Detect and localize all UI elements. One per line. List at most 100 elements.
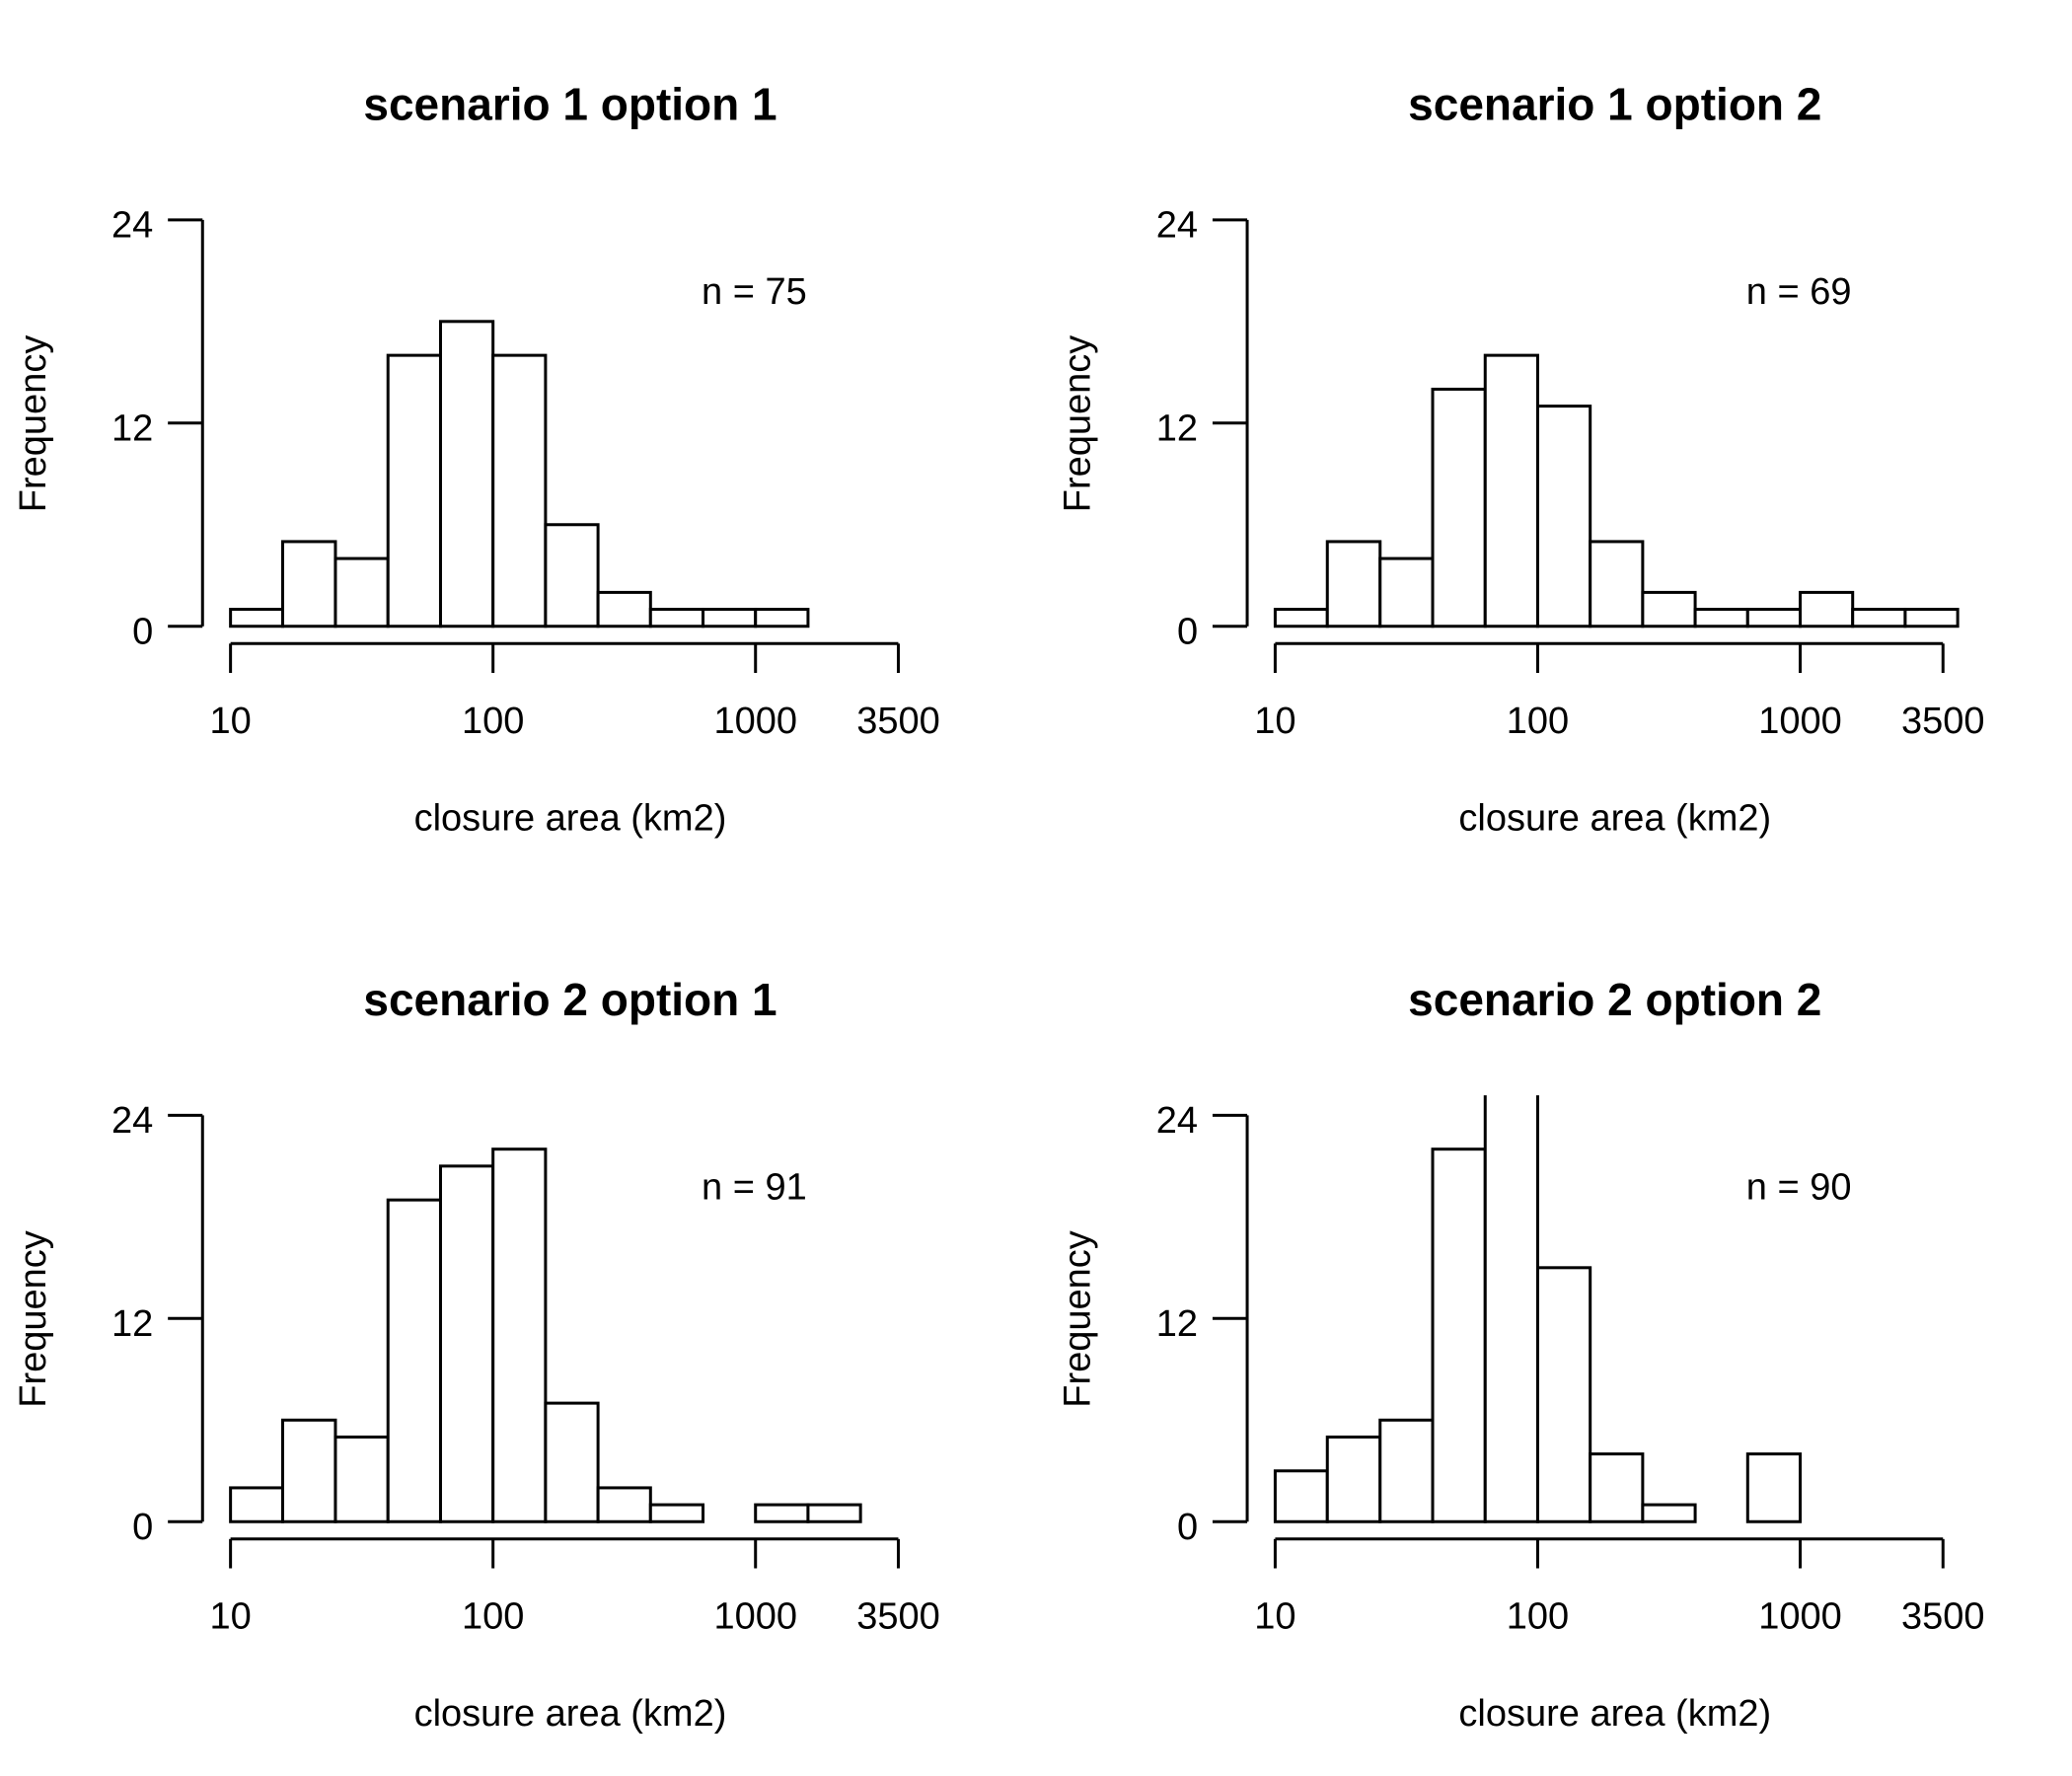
histogram-bar (280, 1418, 337, 1523)
histogram-bar (1745, 1452, 1803, 1523)
chart-title: scenario 2 option 2 (1408, 974, 1821, 1025)
x-tick-label: 10 (1254, 1595, 1295, 1637)
histogram-bar (648, 608, 705, 629)
histogram-bar (1431, 1147, 1487, 1523)
bars (229, 1147, 862, 1523)
histogram-bar (1535, 405, 1592, 629)
histogram-bar (754, 1503, 810, 1523)
histogram-bar (1273, 1469, 1329, 1523)
x-tick-label: 100 (1507, 701, 1569, 742)
bars (1273, 1095, 1803, 1523)
histogram-bar (438, 1164, 495, 1523)
y-tick-label: 0 (1177, 1507, 1198, 1548)
histogram-panel: scenario 2 option 2 0 12 24 Frequency 10 100 10… (1058, 974, 1985, 1735)
x-tick-label: 1000 (713, 701, 797, 742)
bars (1273, 353, 1960, 629)
x-tick-label: 3500 (856, 701, 940, 742)
y-axis: 0 12 24 Frequency (1058, 1100, 1249, 1548)
histogram-bar (1273, 608, 1329, 629)
x-tick-label: 100 (1507, 1595, 1569, 1637)
histogram-bar (1641, 1503, 1697, 1523)
histogram-bar (1799, 590, 1855, 629)
histogram-bar (333, 1435, 390, 1523)
histogram-bar (438, 320, 495, 629)
x-axis: 10 100 1000 3500 closure area (km2) (1254, 641, 1985, 839)
histogram-bar (280, 540, 337, 629)
histogram-bar (1903, 608, 1960, 629)
x-axis-label: closure area (km2) (414, 1693, 727, 1735)
x-axis: 10 100 1000 3500 closure area (km2) (1254, 1537, 1985, 1735)
y-tick-label: 24 (1156, 1100, 1198, 1142)
sample-size-annotation: n = 75 (702, 271, 807, 313)
histogram-bar (1378, 556, 1435, 629)
y-axis: 0 12 24 Frequency (1058, 204, 1249, 652)
histogram-bar (1325, 1435, 1382, 1523)
y-axis-label: Frequency (1058, 1230, 1099, 1408)
x-tick-label: 1000 (1758, 1595, 1842, 1637)
chart-title: scenario 2 option 1 (363, 974, 777, 1025)
y-axis-label: Frequency (13, 1230, 54, 1408)
histogram-bar (596, 1486, 652, 1523)
y-tick-label: 12 (1156, 1303, 1198, 1345)
y-tick-label: 0 (1177, 611, 1198, 652)
y-tick-label: 0 (132, 611, 153, 652)
y-tick-label: 24 (111, 204, 153, 246)
histogram-bar (1851, 608, 1907, 629)
x-tick-label: 3500 (1901, 1595, 1985, 1637)
histogram-bar (386, 1198, 442, 1523)
y-axis-label: Frequency (13, 335, 54, 513)
x-tick-label: 100 (462, 1595, 524, 1637)
x-tick-label: 10 (209, 1595, 251, 1637)
histogram-bar (806, 1503, 862, 1523)
sample-size-annotation: n = 90 (1746, 1166, 1852, 1208)
y-tick-label: 24 (1156, 204, 1198, 246)
histogram-panel: scenario 1 option 2 0 12 24 Frequency 10 100 10… (1058, 79, 1985, 840)
histogram-bar (386, 353, 442, 629)
histogram-bar (491, 1147, 548, 1523)
histogram-bar (702, 608, 758, 629)
histogram-bar (229, 608, 284, 629)
x-axis-label: closure area (km2) (414, 797, 727, 839)
histogram-bar (491, 353, 548, 629)
y-tick-label: 12 (111, 407, 153, 449)
sample-size-annotation: n = 69 (1746, 271, 1852, 313)
sample-size-annotation: n = 91 (702, 1166, 807, 1208)
bars (229, 320, 810, 629)
histogram-bar (1641, 590, 1697, 629)
x-tick-label: 3500 (856, 1595, 940, 1637)
y-axis-label: Frequency (1058, 335, 1099, 513)
y-axis: 0 12 24 Frequency (13, 204, 204, 652)
histogram-bar (1693, 608, 1749, 629)
histogram-bar (544, 1401, 600, 1523)
histogram-bar (1325, 540, 1382, 629)
histogram-bar (1483, 353, 1539, 629)
x-axis: 10 100 1000 3500 closure area (km2) (209, 1537, 940, 1735)
y-tick-label: 24 (111, 1100, 153, 1142)
y-tick-label: 0 (132, 1507, 153, 1548)
histogram-bar (229, 1486, 284, 1523)
histogram-bar (1431, 387, 1487, 629)
chart-title: scenario 1 option 1 (363, 79, 777, 130)
x-tick-label: 1000 (713, 1595, 797, 1637)
x-axis: 10 100 1000 3500 closure area (km2) (209, 641, 940, 839)
y-axis: 0 12 24 Frequency (13, 1100, 204, 1548)
histogram-bar (1378, 1418, 1435, 1523)
y-tick-label: 12 (1156, 407, 1198, 449)
histogram-bar (754, 608, 810, 629)
histogram-bar (544, 523, 600, 629)
histogram-bar (1745, 608, 1803, 629)
histogram-bar (1535, 1266, 1592, 1523)
histogram-bar (596, 590, 652, 629)
y-tick-label: 12 (111, 1303, 153, 1345)
x-tick-label: 10 (1254, 701, 1295, 742)
x-tick-label: 1000 (1758, 701, 1842, 742)
histogram-bar (333, 556, 390, 629)
histogram-bar (1589, 540, 1645, 629)
x-tick-label: 3500 (1901, 701, 1985, 742)
chart-title: scenario 1 option 2 (1408, 79, 1821, 130)
x-tick-label: 100 (462, 701, 524, 742)
